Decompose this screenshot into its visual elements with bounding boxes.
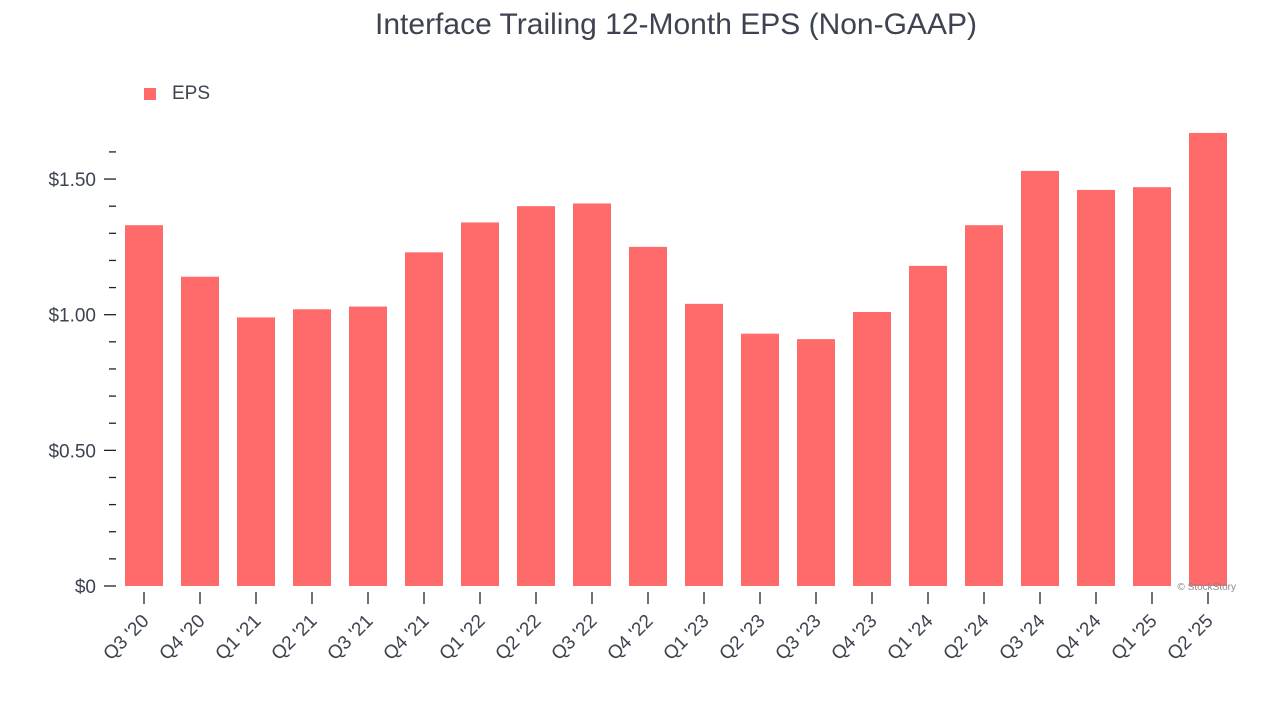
x-tick-label: Q4 '23: [828, 611, 882, 665]
bar-q4-20: [181, 276, 219, 586]
chart-title: Interface Trailing 12-Month EPS (Non-GAA…: [375, 8, 977, 41]
x-axis: Q3 '20 Q4 '20 Q1 '21 Q2 '21 Q3 '21 Q4 '21 Q1 '…: [100, 592, 1218, 665]
bar-q1-24: [909, 265, 947, 586]
legend: EPS: [144, 83, 210, 104]
x-tick-label: Q4 '21: [380, 611, 434, 665]
bar-q2-25: [1189, 132, 1227, 586]
x-tick-label: Q2 '25: [1164, 611, 1218, 665]
x-tick-label: Q1 '22: [436, 611, 490, 665]
x-tick-label: Q1 '25: [1108, 611, 1162, 665]
bar-q2-21: [293, 309, 331, 586]
x-tick-label: Q2 '24: [940, 610, 994, 664]
x-tick-label: Q4 '20: [156, 611, 210, 665]
x-tick-label: Q3 '20: [100, 611, 154, 665]
y-tick-label: $1.50: [48, 170, 96, 191]
legend-label-eps: EPS: [172, 83, 210, 104]
x-tick-label: Q2 '23: [716, 611, 770, 665]
bar-q1-23: [685, 303, 723, 586]
bar-q2-22: [517, 206, 555, 586]
x-tick-label: Q2 '21: [268, 611, 322, 665]
bar-q4-22: [629, 246, 667, 586]
watermark: © StockStory: [1178, 582, 1237, 593]
x-tick-label: Q3 '21: [324, 611, 378, 665]
bar-q1-22: [461, 222, 499, 586]
y-tick-label: $0.50: [48, 441, 96, 462]
bar-q3-24: [1021, 170, 1059, 586]
x-tick-label: Q3 '24: [996, 610, 1050, 664]
x-tick-label: Q1 '24: [884, 610, 938, 664]
bar-q3-23: [797, 339, 835, 586]
bar-q3-21: [349, 306, 387, 586]
x-tick-label: Q3 '22: [548, 611, 602, 665]
bar-q1-25: [1133, 187, 1171, 586]
bar-q2-24: [965, 225, 1003, 586]
bar-q4-24: [1077, 189, 1115, 587]
x-tick-label: Q4 '22: [604, 611, 658, 665]
bar-q1-21: [237, 317, 275, 586]
x-tick-label: Q1 '21: [212, 611, 266, 665]
bar-q4-23: [853, 311, 891, 586]
y-tick-label: $1.00: [48, 306, 96, 327]
x-tick-label: Q2 '22: [492, 611, 546, 665]
x-tick-label: Q4 '24: [1052, 610, 1106, 664]
x-tick-label: Q3 '23: [772, 611, 826, 665]
bar-q3-20: [125, 225, 163, 586]
y-axis: $0 $0.50 $1.00 $1.50: [48, 151, 116, 598]
bar-q4-21: [405, 252, 443, 586]
y-tick-label: $0: [75, 577, 96, 598]
bars: [125, 132, 1227, 587]
bar-q3-22: [573, 203, 611, 587]
bar-q2-23: [741, 333, 779, 586]
legend-swatch-eps: [144, 88, 156, 100]
x-tick-label: Q1 '23: [660, 611, 714, 665]
